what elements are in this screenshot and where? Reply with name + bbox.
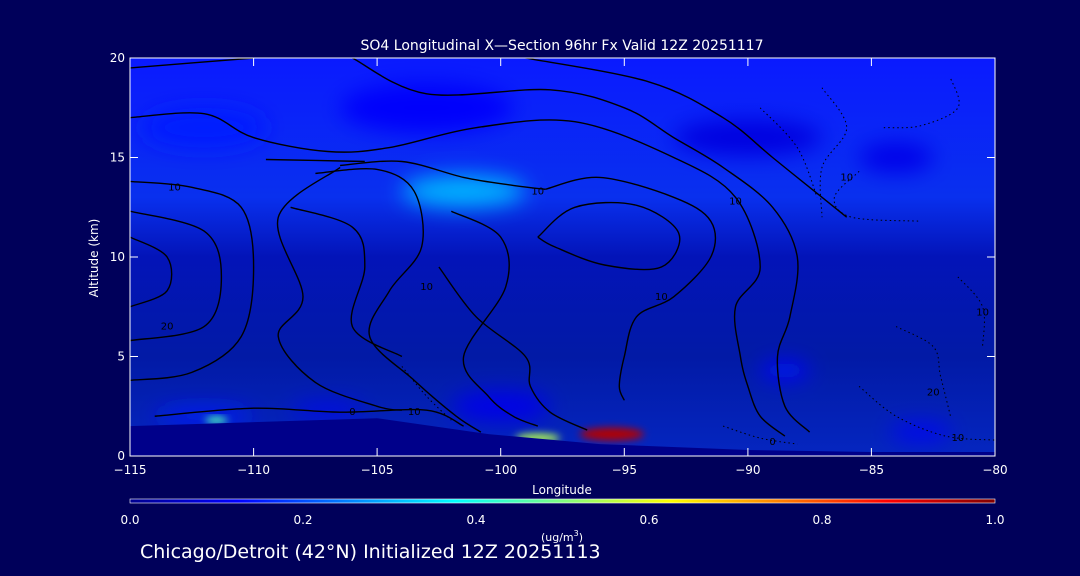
solid-contour-16 [154, 407, 464, 427]
x-tick-label: −110 [237, 463, 270, 477]
colorbar-tick-label: 0.8 [812, 513, 831, 527]
dotted-contour-0 [833, 171, 921, 222]
dotted-contour-1 [819, 87, 848, 218]
x-tick-label: −115 [114, 463, 147, 477]
solid-contours [130, 58, 848, 437]
solid-contour-label-16: 0 [349, 407, 355, 418]
plot-background [130, 58, 995, 456]
solid-contour-6 [276, 166, 402, 411]
dotted-contour-2 [883, 77, 960, 129]
y-tick-label: 5 [117, 350, 125, 364]
dotted-contour-7 [722, 425, 798, 445]
colorbar-label-prefix: (ug/m [541, 531, 574, 544]
dotted-contour-label-4: 20 [927, 387, 940, 398]
solid-contour-11 [438, 266, 588, 431]
solid-contour-2 [130, 236, 173, 308]
solid-contour-4 [340, 160, 546, 190]
dotted-contour-label-0: 10 [840, 172, 853, 183]
colorbar-tick-label: 0.2 [293, 513, 312, 527]
x-tick-label: −90 [735, 463, 760, 477]
solid-contour-5 [265, 158, 365, 163]
y-tick-label: 20 [110, 51, 125, 65]
x-axis-ticks: −115 −110 −105 −100 −95 −90 −85 −80 [114, 58, 1008, 477]
solid-contour-0 [130, 180, 255, 382]
x-tick-label: −85 [859, 463, 884, 477]
dotted-contours [401, 77, 995, 445]
concentration-feature-8 [760, 361, 810, 380]
dotted-contour-4 [895, 326, 951, 417]
footer-caption: Chicago/Detroit (42°N) Initialized 12Z 2… [140, 541, 601, 563]
colorbar-tick-label: 1.0 [985, 513, 1004, 527]
dotted-contour-label-6: 10 [976, 308, 989, 319]
y-tick-label: 10 [110, 250, 125, 264]
solid-contour-label-10: 10 [655, 292, 668, 303]
colorbar-label: (ug/m3) [541, 529, 583, 544]
chart-title: SO4 Longitudinal X—Section 96hr Fx Valid… [361, 38, 764, 54]
concentration-feature-0 [401, 175, 526, 208]
concentration-feature-10 [579, 427, 645, 441]
x-tick-label: −80 [982, 463, 1007, 477]
dotted-contour-label-5: 10 [952, 433, 965, 444]
solid-contour-14 [352, 58, 811, 433]
concentration-feature-6 [154, 408, 254, 425]
dotted-contour-label-8: 10 [408, 407, 421, 418]
concentration-feature-2 [340, 82, 514, 133]
solid-contour-label-1: 20 [161, 322, 174, 333]
solid-contour-1 [130, 210, 223, 342]
colorbar-label-power: 3 [574, 529, 579, 538]
plot-area: 10 20 10 10 10 10 0 10 20 10 10 0 10 [130, 58, 995, 456]
solid-contour-9 [537, 201, 681, 271]
terrain-surface [130, 418, 995, 456]
x-tick-label: −95 [612, 463, 637, 477]
solid-contour-15 [525, 58, 848, 218]
concentration-feature-7 [290, 404, 365, 417]
y-axis-ticks: 0 5 10 15 20 [110, 51, 995, 463]
concentration-feature-3 [673, 119, 823, 156]
x-tick-label: −105 [361, 463, 394, 477]
concentration-field [142, 82, 952, 441]
dotted-contour-3 [759, 107, 818, 198]
y-tick-label: 0 [117, 449, 125, 463]
concentration-feature-9 [890, 424, 952, 441]
solid-contour-label-0: 10 [168, 182, 181, 193]
y-axis-label: Altitude (km) [87, 219, 101, 298]
x-axis-label: Longitude [532, 483, 592, 497]
dotted-contour-label-7: 0 [769, 437, 775, 448]
solid-contour-7 [290, 206, 403, 358]
concentration-feature-5 [451, 391, 551, 422]
colorbar-tick-label: 0.6 [639, 513, 658, 527]
colorbar [129, 498, 996, 504]
solid-contour-8 [545, 176, 717, 401]
concentration-feature-1 [142, 107, 266, 148]
solid-contour-3 [315, 168, 482, 433]
solid-contour-label-4: 10 [531, 186, 544, 197]
colorbar-label-suffix: ) [579, 531, 583, 544]
concentration-feature-4 [859, 142, 934, 173]
solid-contour-label-8: 10 [729, 196, 742, 207]
colorbar-tick-label: 0.4 [466, 513, 485, 527]
solid-contour-label-3: 10 [420, 282, 433, 293]
colorbar-ticks: 0.0 0.2 0.4 0.6 0.8 1.0 [120, 513, 1004, 527]
contour-labels: 10 20 10 10 10 10 0 10 20 10 10 0 10 [161, 172, 989, 448]
y-tick-label: 15 [110, 151, 125, 165]
colorbar-tick-label: 0.0 [120, 513, 139, 527]
concentration-feature-12 [205, 416, 228, 424]
x-tick-label: −100 [484, 463, 517, 477]
solid-contour-13 [130, 58, 254, 69]
solid-contour-10 [450, 210, 539, 427]
solid-contour-12 [130, 112, 786, 437]
